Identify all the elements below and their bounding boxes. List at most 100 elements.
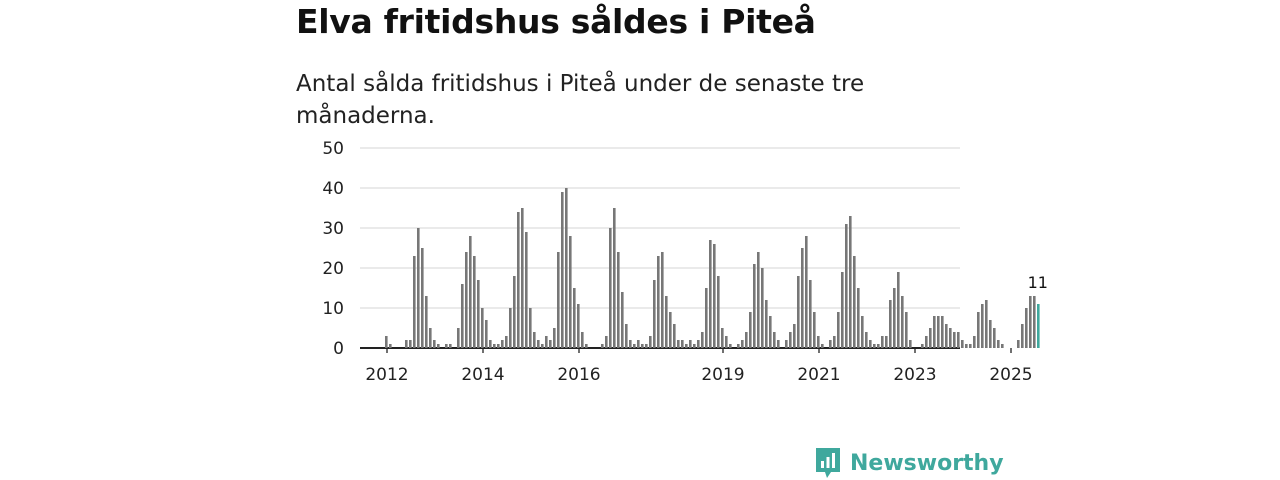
bar [885, 336, 888, 348]
bar [829, 340, 832, 348]
bar [469, 236, 472, 348]
bar [873, 344, 876, 348]
bar [437, 344, 440, 348]
bar [417, 228, 420, 348]
bar [809, 280, 812, 348]
bar [405, 340, 408, 348]
bar [801, 248, 804, 348]
bar [485, 320, 488, 348]
bar [1021, 324, 1024, 348]
bar [429, 328, 432, 348]
bar [569, 236, 572, 348]
x-tick-label: 2023 [893, 365, 936, 385]
bar [709, 240, 712, 348]
bar [973, 336, 976, 348]
bar [473, 256, 476, 348]
bar [681, 340, 684, 348]
bar [649, 336, 652, 348]
bar [653, 280, 656, 348]
bar [737, 344, 740, 348]
brand-name: Newsworthy [850, 450, 1004, 476]
bar [721, 328, 724, 348]
x-tick-label: 2014 [461, 365, 504, 385]
bar [557, 252, 560, 348]
bar [977, 312, 980, 348]
bar [477, 280, 480, 348]
bar [565, 188, 568, 348]
bar [465, 252, 468, 348]
data-labels: 11 [1028, 273, 1048, 292]
bar [997, 340, 1000, 348]
bar [481, 308, 484, 348]
bar [969, 344, 972, 348]
bar [821, 344, 824, 348]
bar [601, 344, 604, 348]
bar [937, 316, 940, 348]
bar [757, 252, 760, 348]
bar [537, 340, 540, 348]
bar [705, 288, 708, 348]
x-tick-label: 2012 [365, 365, 408, 385]
bar [765, 300, 768, 348]
bar [785, 340, 788, 348]
y-tick-label: 0 [333, 339, 344, 359]
bar [421, 248, 424, 348]
bar [433, 340, 436, 348]
bar [685, 344, 688, 348]
bar [853, 256, 856, 348]
bar [949, 328, 952, 348]
bar [837, 312, 840, 348]
bar [869, 340, 872, 348]
bar [901, 296, 904, 348]
bar [445, 344, 448, 348]
x-tick-label: 2019 [701, 365, 744, 385]
x-tick-label: 2025 [989, 365, 1032, 385]
bar [909, 340, 912, 348]
bar [549, 340, 552, 348]
bar [585, 344, 588, 348]
bar [1017, 340, 1020, 348]
bar [953, 332, 956, 348]
bar [753, 264, 756, 348]
bar [897, 272, 900, 348]
bar [645, 344, 648, 348]
bar [701, 332, 704, 348]
bars [385, 188, 1040, 348]
bar [677, 340, 680, 348]
bar [541, 344, 544, 348]
x-tick-label: 2016 [557, 365, 600, 385]
bar [945, 324, 948, 348]
bar [1025, 308, 1028, 348]
bar [501, 340, 504, 348]
bar [505, 336, 508, 348]
bar [609, 228, 612, 348]
bar [529, 308, 532, 348]
y-tick-label: 30 [322, 219, 344, 239]
bar [957, 332, 960, 348]
bar [989, 320, 992, 348]
bar [845, 224, 848, 348]
bar [693, 344, 696, 348]
bar [797, 276, 800, 348]
chart-title: Elva fritidshus såldes i Piteå [296, 2, 816, 41]
bar [813, 312, 816, 348]
bar [525, 232, 528, 348]
bar [717, 276, 720, 348]
bar [905, 312, 908, 348]
bar [893, 288, 896, 348]
bar [621, 292, 624, 348]
bar [921, 344, 924, 348]
bar [629, 340, 632, 348]
bar [633, 344, 636, 348]
bar [805, 236, 808, 348]
bar [865, 332, 868, 348]
x-tick-label: 2021 [797, 365, 840, 385]
bar-highlight [1037, 304, 1040, 348]
bar [573, 288, 576, 348]
data-label-last: 11 [1028, 273, 1048, 292]
bar [617, 252, 620, 348]
bar [741, 340, 744, 348]
bar [545, 336, 548, 348]
bar [993, 328, 996, 348]
